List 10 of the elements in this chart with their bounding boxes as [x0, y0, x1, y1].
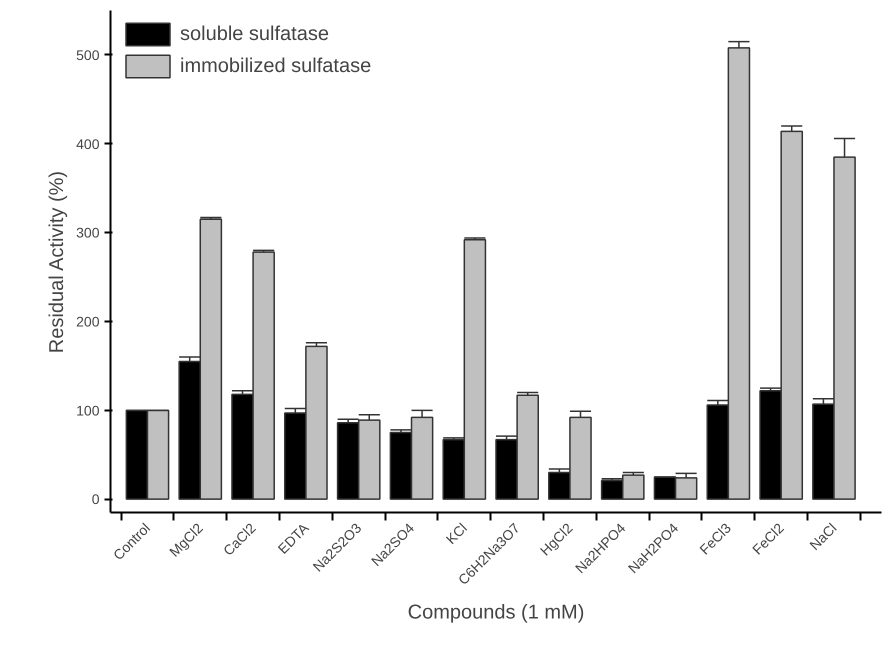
x-axis-title: Compounds (1 mM)	[408, 601, 584, 624]
legend-label: soluble sulfatase	[180, 22, 329, 46]
y-tick-label: 300	[76, 224, 100, 241]
y-tick-label: 100	[76, 402, 100, 418]
y-tick-label: 400	[76, 136, 100, 152]
y-tick-label: 500	[76, 46, 100, 63]
legend-label: immobilized sulfatase	[180, 54, 372, 78]
y-tick-label: 0	[92, 491, 100, 508]
y-axis-title: Residual Activity (%)	[46, 170, 68, 354]
y-tick-label: 200	[76, 313, 100, 330]
